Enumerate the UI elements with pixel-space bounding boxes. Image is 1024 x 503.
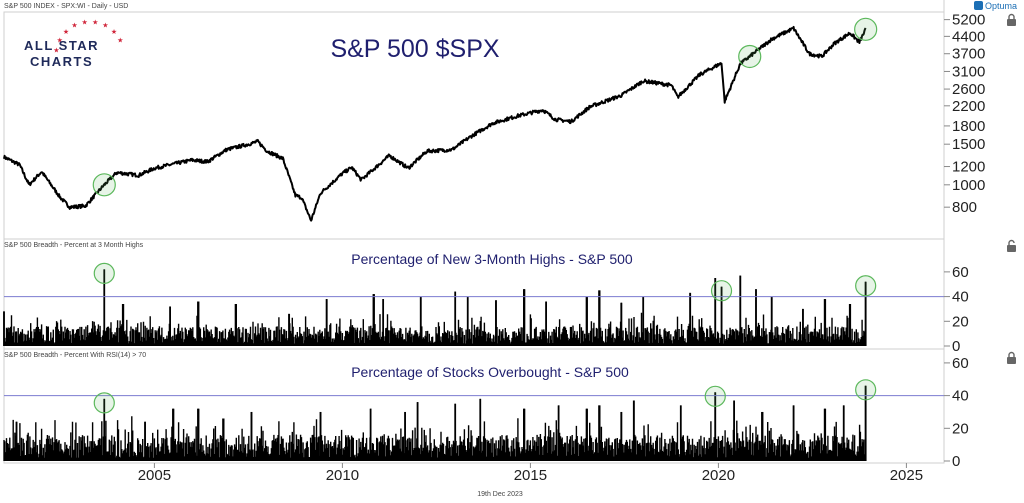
highs-panel-header: S&P 500 Breadth - Percent at 3 Month Hig… [4, 242, 144, 249]
highs-y-tick-label: 20 [952, 313, 969, 330]
overbought-y-tick-label: 40 [952, 388, 969, 405]
logo-star-icon: ★ [111, 28, 117, 36]
highs-y-tick-label: 40 [952, 289, 969, 306]
overbought-highlight-circle [93, 392, 115, 414]
price-y-tick-label: 3100 [952, 63, 985, 80]
overbought-highlight-circle [855, 379, 877, 401]
highs-chart-title: Percentage of New 3-Month Highs - S&P 50… [351, 251, 633, 267]
highs-bars [3, 269, 867, 346]
price-highlight-circle [92, 173, 116, 197]
logo-star-icon: ★ [92, 18, 98, 26]
x-tick-label: 2020 [702, 467, 735, 484]
logo-line-1: ALL STAR [24, 38, 99, 53]
price-y-tick-label: 2200 [952, 98, 985, 115]
axis-tick-layer: 0204060020406080010001200150018002200260… [138, 12, 986, 484]
logo-star-icon: ★ [71, 22, 77, 30]
unlock-icon[interactable] [1007, 239, 1016, 253]
logo-star-icon: ★ [53, 47, 59, 55]
logo-star-icon: ★ [117, 37, 123, 45]
all-star-charts-logo: ★★★★ ★ ★ ★★★ ALL STAR CHARTS [24, 18, 123, 69]
logo-star-icon: ★ [102, 22, 108, 30]
logo-star-icon: ★ [57, 37, 63, 45]
price-y-tick-label: 1800 [952, 118, 985, 135]
price-y-tick-label: 1200 [952, 159, 985, 176]
footer-date: 19th Dec 2023 [477, 491, 523, 498]
highs-y-tick-label: 0 [952, 338, 960, 355]
price-highlight-circle [854, 17, 878, 41]
price-y-tick-label: 2600 [952, 81, 985, 98]
lock-icon[interactable] [1007, 13, 1016, 27]
optuma-logo: Optuma [974, 1, 1017, 11]
overbought-series-layer [3, 379, 944, 461]
price-chart-title: S&P 500 $SPX [330, 35, 499, 63]
optuma-icon [974, 1, 983, 10]
overbought-bars [3, 385, 867, 461]
overbought-chart-title: Percentage of Stocks Overbought - S&P 50… [351, 364, 629, 380]
price-y-tick-label: 4400 [952, 28, 985, 45]
logo-star-icon: ★ [82, 18, 88, 26]
series-info-text: S&P 500 INDEX - SPX:WI - Daily - USD [4, 3, 128, 10]
price-series-layer [3, 17, 878, 222]
overbought-highlight-circle [704, 385, 726, 407]
overbought-panel-header: S&P 500 Breadth - Percent With RSI(14) >… [4, 352, 146, 359]
x-tick-label: 2015 [514, 467, 547, 484]
overbought-y-tick-label: 0 [952, 453, 960, 470]
highs-y-tick-label: 60 [952, 264, 969, 281]
highs-highlight-circle [710, 280, 733, 302]
highs-highlight-circle [855, 275, 877, 297]
overbought-y-tick-label: 60 [952, 355, 969, 372]
x-tick-label: 2025 [890, 467, 923, 484]
highs-highlight-circle [93, 262, 115, 285]
price-y-tick-label: 3700 [952, 46, 985, 63]
lock-icon[interactable] [1007, 351, 1016, 365]
highs-series-layer [3, 262, 944, 346]
x-tick-label: 2005 [138, 467, 171, 484]
optuma-brand-text: Optuma [985, 1, 1017, 11]
price-y-tick-label: 1000 [952, 177, 985, 194]
x-tick-label: 2010 [326, 467, 359, 484]
price-line [3, 25, 867, 222]
price-y-tick-label: 800 [952, 199, 977, 216]
price-y-tick-label: 1500 [952, 136, 985, 153]
price-highlight-circle [738, 44, 762, 69]
overbought-y-tick-label: 20 [952, 420, 969, 437]
price-y-tick-label: 5200 [952, 12, 985, 29]
logo-star-icon: ★ [63, 28, 69, 36]
logo-star-arc-icon: ★★★★ ★ ★ ★★★ [53, 18, 123, 54]
logo-line-2: CHARTS [30, 54, 93, 69]
